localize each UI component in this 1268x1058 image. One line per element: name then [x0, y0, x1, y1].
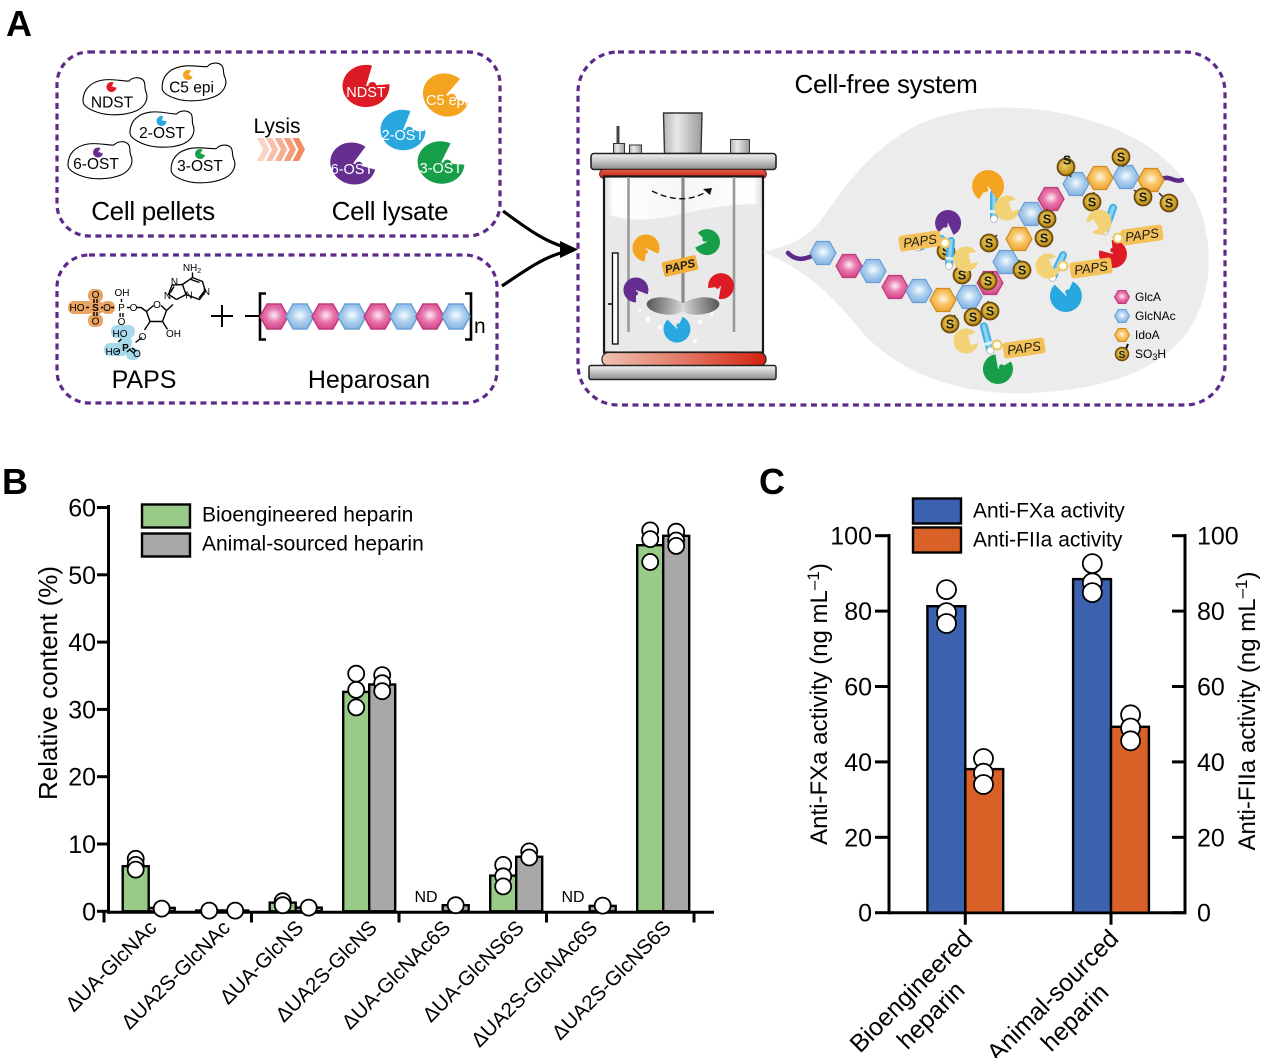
svg-text:80: 80 [1197, 598, 1225, 626]
svg-text:ND: ND [561, 889, 584, 906]
svg-text:50: 50 [68, 562, 96, 590]
svg-text:S: S [1088, 196, 1096, 210]
svg-text:6-OST: 6-OST [73, 156, 119, 173]
svg-text:Relative content (%): Relative content (%) [33, 566, 63, 800]
svg-text:GlcNAc: GlcNAc [1135, 309, 1176, 323]
svg-text:N: N [203, 287, 210, 298]
svg-text:60: 60 [844, 674, 872, 702]
svg-text:S: S [958, 269, 966, 283]
svg-text:Lysis: Lysis [253, 115, 300, 138]
svg-text:40: 40 [844, 749, 872, 777]
svg-text:40: 40 [68, 629, 96, 657]
svg-text:20: 20 [1197, 824, 1225, 852]
svg-text:S: S [984, 275, 992, 289]
svg-text:PAPS: PAPS [1073, 258, 1109, 278]
svg-text:80: 80 [844, 598, 872, 626]
svg-text:S: S [986, 305, 994, 319]
svg-text:S: S [1018, 264, 1026, 278]
svg-text:O: O [118, 317, 126, 328]
svg-text:0: 0 [1197, 900, 1211, 928]
svg-text:O: O [92, 290, 100, 301]
svg-text:Anti-FIIa activity (ng mL–1): Anti-FIIa activity (ng mL–1) [1232, 572, 1261, 851]
svg-text:S: S [1063, 154, 1071, 168]
svg-text:Anti-FXa activity: Anti-FXa activity [973, 500, 1125, 523]
svg-text:IdoA: IdoA [1135, 328, 1160, 342]
svg-text:100: 100 [830, 523, 872, 551]
svg-text:Cell pellets: Cell pellets [91, 196, 215, 226]
svg-text:100: 100 [1197, 523, 1239, 551]
svg-text:HO: HO [113, 329, 128, 340]
svg-text:S: S [1165, 197, 1173, 211]
svg-text:GlcA: GlcA [1135, 290, 1161, 304]
svg-text:3-OST: 3-OST [177, 158, 223, 175]
svg-text:C: C [759, 461, 785, 502]
svg-text:40: 40 [1197, 749, 1225, 777]
svg-text:Bioengineeredheparin: Bioengineeredheparin [844, 924, 1000, 1058]
svg-text:NH2: NH2 [183, 263, 201, 275]
svg-text:Anti-FXa activity (ng mL–1): Anti-FXa activity (ng mL–1) [804, 563, 833, 845]
svg-text:NDST: NDST [346, 85, 386, 101]
svg-text:Bioengineered heparin: Bioengineered heparin [202, 504, 413, 527]
svg-text:S: S [1043, 213, 1051, 227]
svg-text:S: S [969, 311, 977, 325]
svg-text:HO: HO [70, 303, 85, 314]
svg-text:ΔUA2S-GlcNAc6S: ΔUA2S-GlcNAc6S [467, 916, 602, 1051]
svg-text:0: 0 [858, 900, 872, 928]
svg-text:60: 60 [68, 495, 96, 523]
svg-text:SO3H: SO3H [1135, 347, 1166, 362]
svg-text:O: O [130, 303, 138, 314]
svg-text:A: A [6, 3, 32, 44]
svg-text:PAPS: PAPS [1006, 338, 1042, 358]
svg-text:3-OST: 3-OST [420, 161, 463, 177]
svg-text:PAPS: PAPS [1124, 225, 1160, 245]
svg-text:S: S [1119, 350, 1126, 361]
svg-text:20: 20 [844, 824, 872, 852]
svg-text:10: 10 [68, 831, 96, 859]
svg-text:C5 epi: C5 epi [169, 80, 214, 97]
svg-text:20: 20 [68, 764, 96, 792]
svg-text:S: S [1117, 151, 1125, 165]
svg-text:PAPS: PAPS [112, 366, 177, 394]
svg-text:OH: OH [115, 288, 130, 299]
svg-text:O: O [133, 349, 141, 360]
svg-text:Cell lysate: Cell lysate [332, 196, 449, 226]
svg-text:6-OST: 6-OST [331, 162, 374, 178]
svg-text:O: O [92, 317, 100, 328]
svg-text:S: S [946, 318, 954, 332]
svg-text:C5 epi: C5 epi [426, 93, 468, 109]
svg-text:n: n [474, 315, 486, 338]
svg-text:2-OST: 2-OST [382, 128, 425, 144]
svg-text:N: N [171, 277, 178, 288]
svg-text:P: P [118, 303, 125, 314]
svg-text:Animal-sourced heparin: Animal-sourced heparin [202, 533, 424, 556]
svg-text:N: N [164, 291, 171, 302]
svg-text:ND: ND [414, 889, 437, 906]
svg-text:P: P [122, 343, 129, 354]
svg-text:S: S [92, 303, 99, 314]
svg-text:Heparosan: Heparosan [308, 366, 430, 394]
svg-text:0: 0 [82, 898, 96, 926]
svg-text:OH: OH [166, 329, 181, 340]
svg-text:O: O [153, 300, 161, 311]
svg-text:O: O [103, 303, 111, 314]
svg-text:O: O [139, 332, 147, 343]
svg-text:NDST: NDST [91, 95, 134, 112]
svg-text:S: S [1139, 191, 1147, 205]
svg-text:Cell-free system: Cell-free system [794, 69, 977, 99]
svg-text:PAPS: PAPS [902, 231, 938, 251]
svg-text:2-OST: 2-OST [139, 125, 185, 142]
svg-text:S: S [942, 245, 950, 259]
svg-text:60: 60 [1197, 674, 1225, 702]
svg-text:Animal-sourcedheparin: Animal-sourcedheparin [982, 924, 1147, 1058]
svg-text:B: B [2, 461, 28, 502]
svg-text:30: 30 [68, 696, 96, 724]
svg-text:N: N [185, 291, 192, 302]
svg-text:S: S [985, 237, 993, 251]
svg-text:HO: HO [106, 347, 121, 358]
svg-text:S: S [1040, 232, 1048, 246]
svg-text:Anti-FIIa activity: Anti-FIIa activity [973, 529, 1123, 552]
